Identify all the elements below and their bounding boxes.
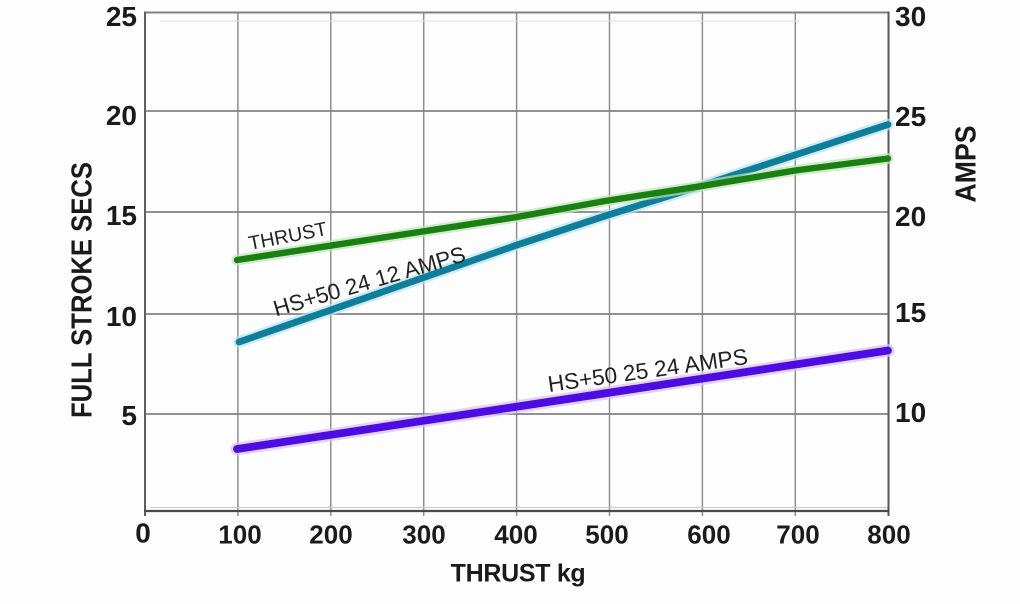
svg-text:20: 20 — [106, 100, 137, 131]
svg-text:500: 500 — [585, 520, 628, 550]
svg-text:600: 600 — [687, 520, 730, 550]
svg-text:100: 100 — [218, 520, 261, 550]
svg-text:20: 20 — [895, 201, 926, 232]
svg-text:10: 10 — [895, 397, 926, 428]
svg-text:200: 200 — [309, 520, 352, 550]
svg-text:THRUST kg: THRUST kg — [451, 560, 586, 588]
svg-text:15: 15 — [895, 297, 926, 328]
svg-text:400: 400 — [494, 520, 537, 550]
svg-text:10: 10 — [106, 301, 137, 332]
svg-text:0: 0 — [135, 518, 151, 549]
svg-text:AMPS: AMPS — [951, 126, 983, 203]
svg-text:700: 700 — [776, 520, 819, 550]
svg-text:800: 800 — [867, 520, 910, 550]
svg-text:5: 5 — [121, 400, 137, 431]
svg-text:25: 25 — [895, 101, 926, 132]
svg-text:FULL STROKE SECS: FULL STROKE SECS — [67, 162, 99, 418]
svg-text:15: 15 — [106, 200, 137, 231]
svg-text:30: 30 — [895, 1, 926, 32]
svg-text:300: 300 — [402, 520, 445, 550]
svg-text:25: 25 — [106, 1, 137, 32]
